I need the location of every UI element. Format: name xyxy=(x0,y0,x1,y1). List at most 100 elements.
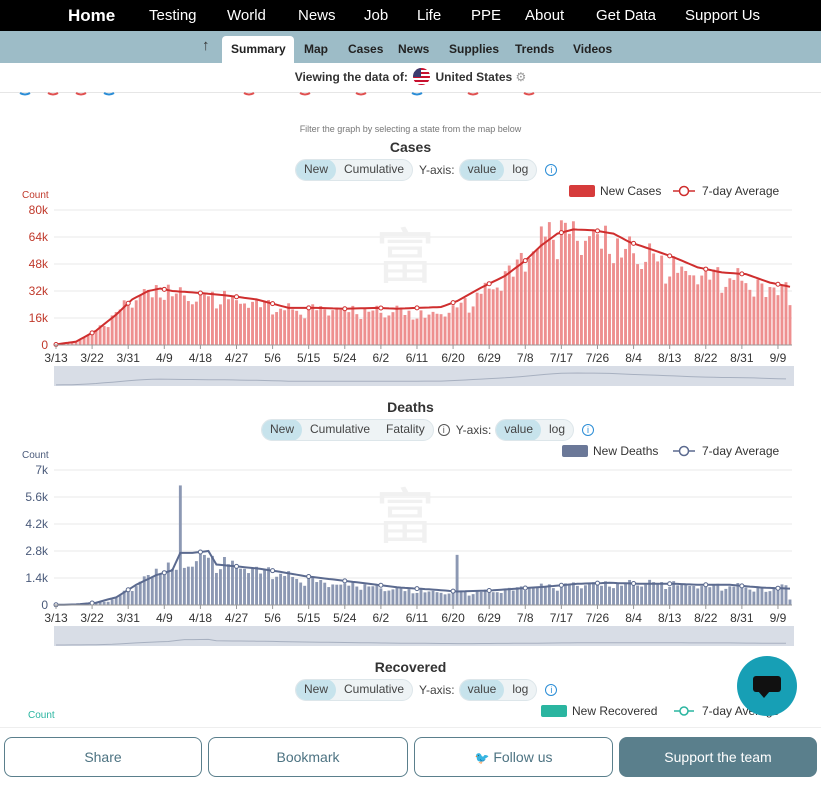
active-tab-highlight xyxy=(222,36,294,63)
bar xyxy=(214,308,218,345)
average-point xyxy=(414,305,420,311)
x-tick-label: 6/29 xyxy=(477,611,501,625)
recovered-toggles: New Cumulative Y-axis: value log i xyxy=(295,679,558,701)
bar xyxy=(271,314,275,345)
bar xyxy=(327,315,331,345)
recovered-log-option[interactable]: log xyxy=(512,682,529,696)
recovered-value-option[interactable]: value xyxy=(459,680,505,700)
support-team-button[interactable]: Support the team xyxy=(619,737,817,777)
bar xyxy=(696,588,700,605)
cases-chart[interactable]: Count 0 16k 32k 48k 64k 80k 富 3/13 3/22 3/31 4/9 4/1… xyxy=(0,183,821,388)
bar xyxy=(223,290,226,345)
y-tick-label: 80k xyxy=(29,203,49,217)
share-button[interactable]: Share xyxy=(4,737,202,777)
bar xyxy=(219,569,222,605)
bar xyxy=(231,295,234,345)
cases-cumulative-option[interactable]: Cumulative xyxy=(344,162,405,176)
average-point xyxy=(775,281,781,287)
deaths-value-option[interactable]: value xyxy=(496,420,541,440)
tab-summary[interactable]: Summary xyxy=(231,42,286,56)
tab-map[interactable]: Map xyxy=(304,42,328,56)
info-icon[interactable]: i xyxy=(582,424,595,436)
bar xyxy=(186,566,190,605)
bar xyxy=(355,586,359,605)
legend-label: New Deaths xyxy=(593,444,658,458)
bar xyxy=(768,287,772,345)
average-point xyxy=(342,578,348,584)
bar xyxy=(351,305,355,345)
average-point xyxy=(631,581,637,587)
info-icon[interactable]: i xyxy=(545,164,558,176)
bar xyxy=(395,586,399,605)
recovered-new-option[interactable]: New xyxy=(296,680,337,700)
nav-life[interactable]: Life xyxy=(417,7,442,24)
nav-about[interactable]: About xyxy=(525,7,565,24)
viewing-country[interactable]: United States xyxy=(435,70,513,84)
bar xyxy=(451,591,455,605)
tab-cases[interactable]: Cases xyxy=(348,42,384,56)
x-tick-label: 3/31 xyxy=(117,351,141,365)
bar xyxy=(784,585,788,605)
y-tick-label: 48k xyxy=(29,257,49,271)
bar xyxy=(158,297,162,345)
gear-icon[interactable]: ⚙ xyxy=(515,70,527,84)
bar xyxy=(395,305,399,345)
nav-get-data[interactable]: Get Data xyxy=(596,7,657,24)
deaths-fatality-option[interactable]: Fatality xyxy=(386,422,425,436)
nav-testing[interactable]: Testing xyxy=(149,7,197,24)
bar xyxy=(455,307,459,345)
bar xyxy=(279,308,283,345)
tab-supplies[interactable]: Supplies xyxy=(449,42,500,56)
nav-job[interactable]: Job xyxy=(364,7,389,24)
nav-ppe[interactable]: PPE xyxy=(471,7,502,24)
watermark: 富 xyxy=(375,224,435,291)
nav-home[interactable]: Home xyxy=(68,6,116,25)
bar xyxy=(475,292,479,345)
average-point xyxy=(306,574,312,580)
tab-videos[interactable]: Videos xyxy=(573,42,613,56)
bar xyxy=(154,568,158,605)
arrow-up-icon[interactable]: ↑ xyxy=(202,37,210,54)
chat-button[interactable] xyxy=(737,656,797,716)
tab-news[interactable]: News xyxy=(398,42,430,56)
follow-us-button[interactable]: 🐦 Follow us xyxy=(414,737,613,777)
bar xyxy=(198,551,202,605)
recovered-cumulative-option[interactable]: Cumulative xyxy=(344,682,405,696)
info-icon[interactable]: i xyxy=(545,684,558,696)
bar xyxy=(515,259,519,345)
fatality-info-icon[interactable]: i xyxy=(437,424,450,436)
bar xyxy=(291,576,295,605)
bar xyxy=(375,584,379,605)
legend-marker xyxy=(678,185,690,197)
cases-new-option[interactable]: New xyxy=(296,160,337,180)
bar xyxy=(660,255,664,345)
bar xyxy=(427,314,431,345)
bar xyxy=(351,581,355,605)
bookmark-button[interactable]: Bookmark xyxy=(208,737,408,777)
nav-support-us[interactable]: Support Us xyxy=(685,7,761,24)
map-filter-hint: Filter the graph by selecting a state fr… xyxy=(299,124,522,134)
deaths-chart[interactable]: Count 0 1.4k 2.8k 4.2k 5.6k 7k 富 3/13 3/22 3/31 4/9… xyxy=(0,443,821,648)
bar xyxy=(692,275,696,345)
x-tick-label: 4/27 xyxy=(225,611,249,625)
average-point xyxy=(558,230,564,236)
bar xyxy=(575,240,579,345)
bar xyxy=(303,318,307,345)
deaths-cumulative-option[interactable]: Cumulative xyxy=(310,422,371,436)
cases-log-option[interactable]: log xyxy=(512,162,529,176)
tab-trends[interactable]: Trends xyxy=(515,42,555,56)
bar xyxy=(102,326,106,345)
nav-news[interactable]: News xyxy=(298,7,336,24)
bar xyxy=(387,590,391,605)
bar xyxy=(110,599,114,605)
bar xyxy=(555,590,559,605)
cases-value-option[interactable]: value xyxy=(459,160,505,180)
deaths-log-option[interactable]: log xyxy=(549,422,566,436)
nav-world[interactable]: World xyxy=(227,7,266,24)
bar xyxy=(407,310,411,345)
deaths-new-option[interactable]: New xyxy=(262,420,303,440)
bar xyxy=(728,278,732,345)
bar xyxy=(463,298,467,345)
bar xyxy=(672,581,676,605)
recovered-legend-new[interactable]: New Recovered xyxy=(572,704,657,718)
